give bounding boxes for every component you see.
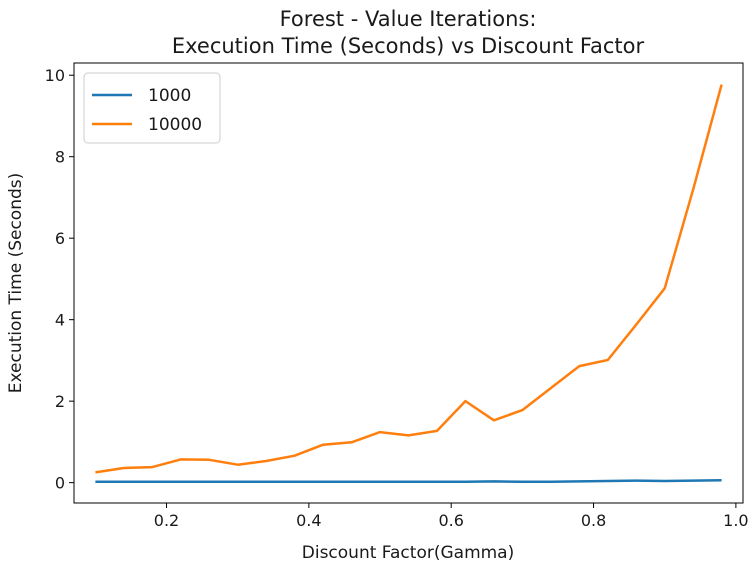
chart-title-line1: Forest - Value Iterations:: [280, 7, 537, 31]
x-axis-ticks: 0.2 0.4 0.6 0.8 1.0: [154, 503, 749, 530]
legend: 1000 10000: [83, 72, 221, 144]
y-axis-ticks: 0 2 4 6 8 10: [45, 66, 74, 493]
y-tick-label: 2: [55, 392, 65, 411]
x-tick-label: 0.8: [581, 511, 606, 530]
x-tick-label: 0.6: [438, 511, 463, 530]
chart-title-line2: Execution Time (Seconds) vs Discount Fac…: [172, 34, 645, 58]
y-tick-label: 6: [55, 229, 65, 248]
legend-label-1000: 1000: [148, 86, 191, 106]
legend-label-10000: 10000: [148, 115, 202, 135]
x-tick-label: 0.2: [154, 511, 179, 530]
series-line-1000: [95, 478, 722, 484]
y-tick-label: 10: [45, 66, 65, 85]
series-line-10000: [95, 84, 723, 474]
series-lines: [95, 84, 723, 484]
x-tick-label: 0.4: [296, 511, 321, 530]
y-tick-label: 4: [55, 311, 65, 330]
y-tick-label: 0: [55, 474, 65, 493]
y-tick-label: 8: [55, 148, 65, 167]
legend-box: [83, 72, 221, 144]
x-axis-label: Discount Factor(Gamma): [302, 543, 514, 563]
plot-area: [73, 62, 744, 504]
x-tick-label: 1.0: [723, 511, 748, 530]
y-axis-label: Execution Time (Seconds): [6, 173, 26, 394]
